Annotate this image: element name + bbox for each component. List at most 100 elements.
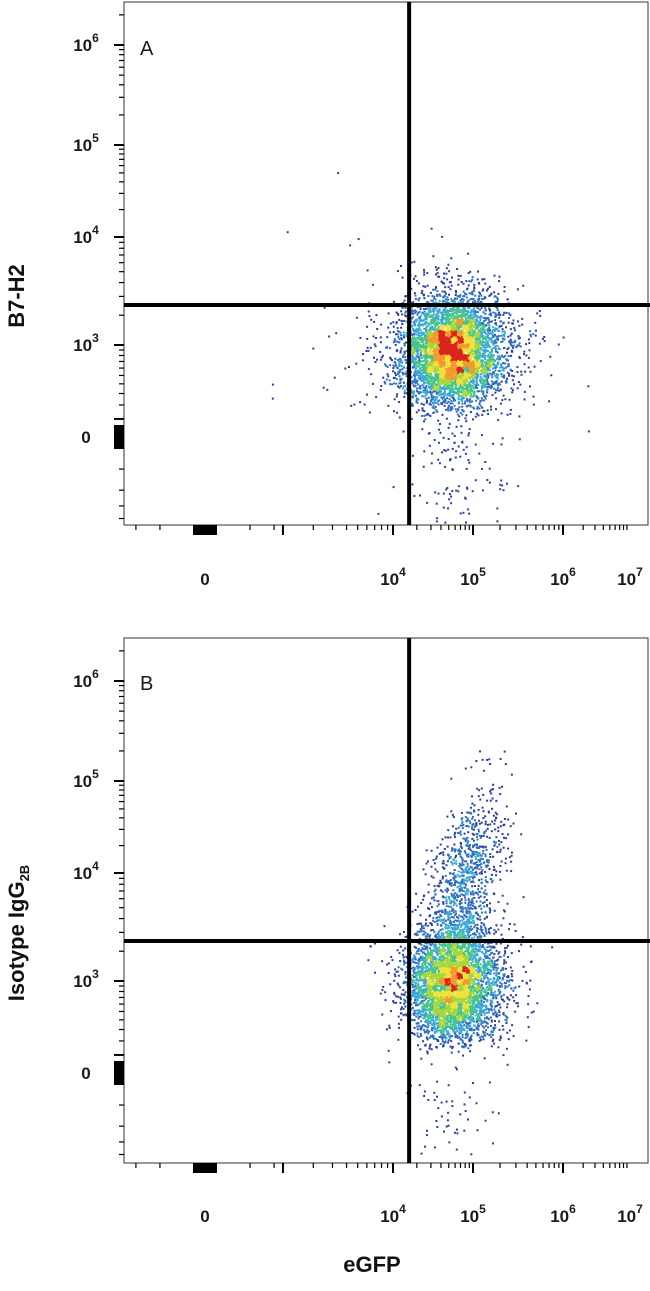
event-dot bbox=[435, 517, 438, 520]
event-dot bbox=[424, 390, 427, 393]
event-dot bbox=[437, 403, 440, 406]
event-dot bbox=[393, 360, 396, 363]
event-dot bbox=[382, 376, 385, 379]
event-dot bbox=[404, 314, 407, 317]
event-dot bbox=[494, 350, 497, 353]
event-dot bbox=[464, 313, 467, 316]
event-dot bbox=[468, 386, 471, 389]
event-dot bbox=[440, 342, 442, 345]
event-dot bbox=[432, 381, 435, 384]
event-dot bbox=[480, 294, 483, 297]
event-dot bbox=[490, 360, 492, 363]
event-dot bbox=[425, 350, 428, 353]
event-dot bbox=[465, 317, 467, 320]
event-dot bbox=[430, 370, 433, 373]
event-dot bbox=[435, 286, 437, 289]
event-dot bbox=[428, 362, 431, 365]
event-dot bbox=[451, 366, 454, 369]
event-dot bbox=[485, 349, 488, 352]
event-dot bbox=[412, 328, 415, 330]
event-dot bbox=[425, 366, 428, 369]
event-dot bbox=[484, 351, 487, 354]
event-dot bbox=[451, 332, 454, 335]
event-dot bbox=[419, 387, 422, 390]
event-dot bbox=[498, 382, 501, 385]
event-dot bbox=[385, 378, 388, 381]
event-dot bbox=[437, 348, 440, 351]
event-dot bbox=[442, 309, 445, 312]
event-dot bbox=[529, 330, 532, 333]
event-dot bbox=[410, 308, 413, 311]
event-dot bbox=[518, 415, 521, 418]
event-dot bbox=[411, 324, 413, 327]
event-dot bbox=[412, 384, 415, 387]
event-dot bbox=[478, 352, 481, 355]
event-dot bbox=[459, 372, 462, 375]
event-dot bbox=[461, 346, 464, 349]
event-dot bbox=[413, 346, 416, 349]
event-dot bbox=[499, 402, 502, 405]
event-dot bbox=[421, 376, 424, 378]
event-dot bbox=[432, 313, 435, 316]
event-dot bbox=[471, 353, 474, 356]
event-dot bbox=[490, 408, 493, 411]
event-dot bbox=[488, 361, 491, 364]
event-dot bbox=[509, 328, 512, 331]
event-dot bbox=[448, 281, 451, 284]
event-dot bbox=[389, 364, 392, 367]
event-dot bbox=[400, 365, 403, 368]
event-dot bbox=[518, 344, 520, 347]
event-dot bbox=[432, 332, 435, 335]
event-dot bbox=[396, 373, 399, 376]
event-dot bbox=[523, 390, 526, 393]
event-dot bbox=[491, 376, 494, 379]
event-dot bbox=[402, 381, 405, 384]
event-dot bbox=[461, 310, 464, 313]
event-dot bbox=[503, 331, 506, 334]
event-dot bbox=[495, 408, 497, 411]
event-dot bbox=[435, 273, 437, 276]
event-dot bbox=[432, 387, 435, 390]
event-dot bbox=[498, 358, 501, 361]
event-dot bbox=[403, 392, 406, 395]
event-dot bbox=[436, 339, 439, 342]
event-dot bbox=[417, 312, 420, 314]
event-dot bbox=[454, 387, 456, 390]
event-dot bbox=[458, 338, 461, 341]
event-dot bbox=[475, 365, 478, 368]
event-dot bbox=[479, 308, 482, 311]
event-dot bbox=[463, 341, 466, 344]
event-dot bbox=[464, 309, 466, 312]
event-dot bbox=[465, 329, 468, 332]
event-dot bbox=[471, 364, 474, 367]
event-dot bbox=[432, 308, 435, 311]
event-dot bbox=[465, 362, 468, 365]
event-dot bbox=[424, 335, 427, 337]
event-dot bbox=[436, 355, 439, 358]
event-dot bbox=[476, 335, 479, 338]
event-dot bbox=[463, 372, 466, 375]
event-dot bbox=[455, 339, 458, 342]
event-dot bbox=[423, 360, 426, 363]
event-dot bbox=[427, 396, 430, 399]
event-dot bbox=[475, 359, 478, 362]
event-dot bbox=[490, 341, 493, 344]
event-dot bbox=[474, 344, 477, 347]
event-dot bbox=[431, 314, 434, 317]
event-dot bbox=[448, 398, 451, 401]
event-dot bbox=[453, 442, 456, 444]
event-dot bbox=[437, 357, 439, 360]
event-dot bbox=[450, 376, 453, 379]
event-dot bbox=[453, 344, 456, 347]
event-dot bbox=[379, 388, 382, 391]
event-dot bbox=[465, 420, 468, 423]
event-dot bbox=[475, 320, 478, 323]
event-dot bbox=[493, 339, 496, 342]
event-dot bbox=[483, 349, 486, 352]
event-dot bbox=[470, 381, 473, 384]
event-dot bbox=[428, 376, 431, 379]
event-dot bbox=[425, 401, 428, 404]
event-dot bbox=[431, 328, 434, 331]
event-dot bbox=[446, 487, 449, 489]
event-dot bbox=[429, 414, 432, 417]
